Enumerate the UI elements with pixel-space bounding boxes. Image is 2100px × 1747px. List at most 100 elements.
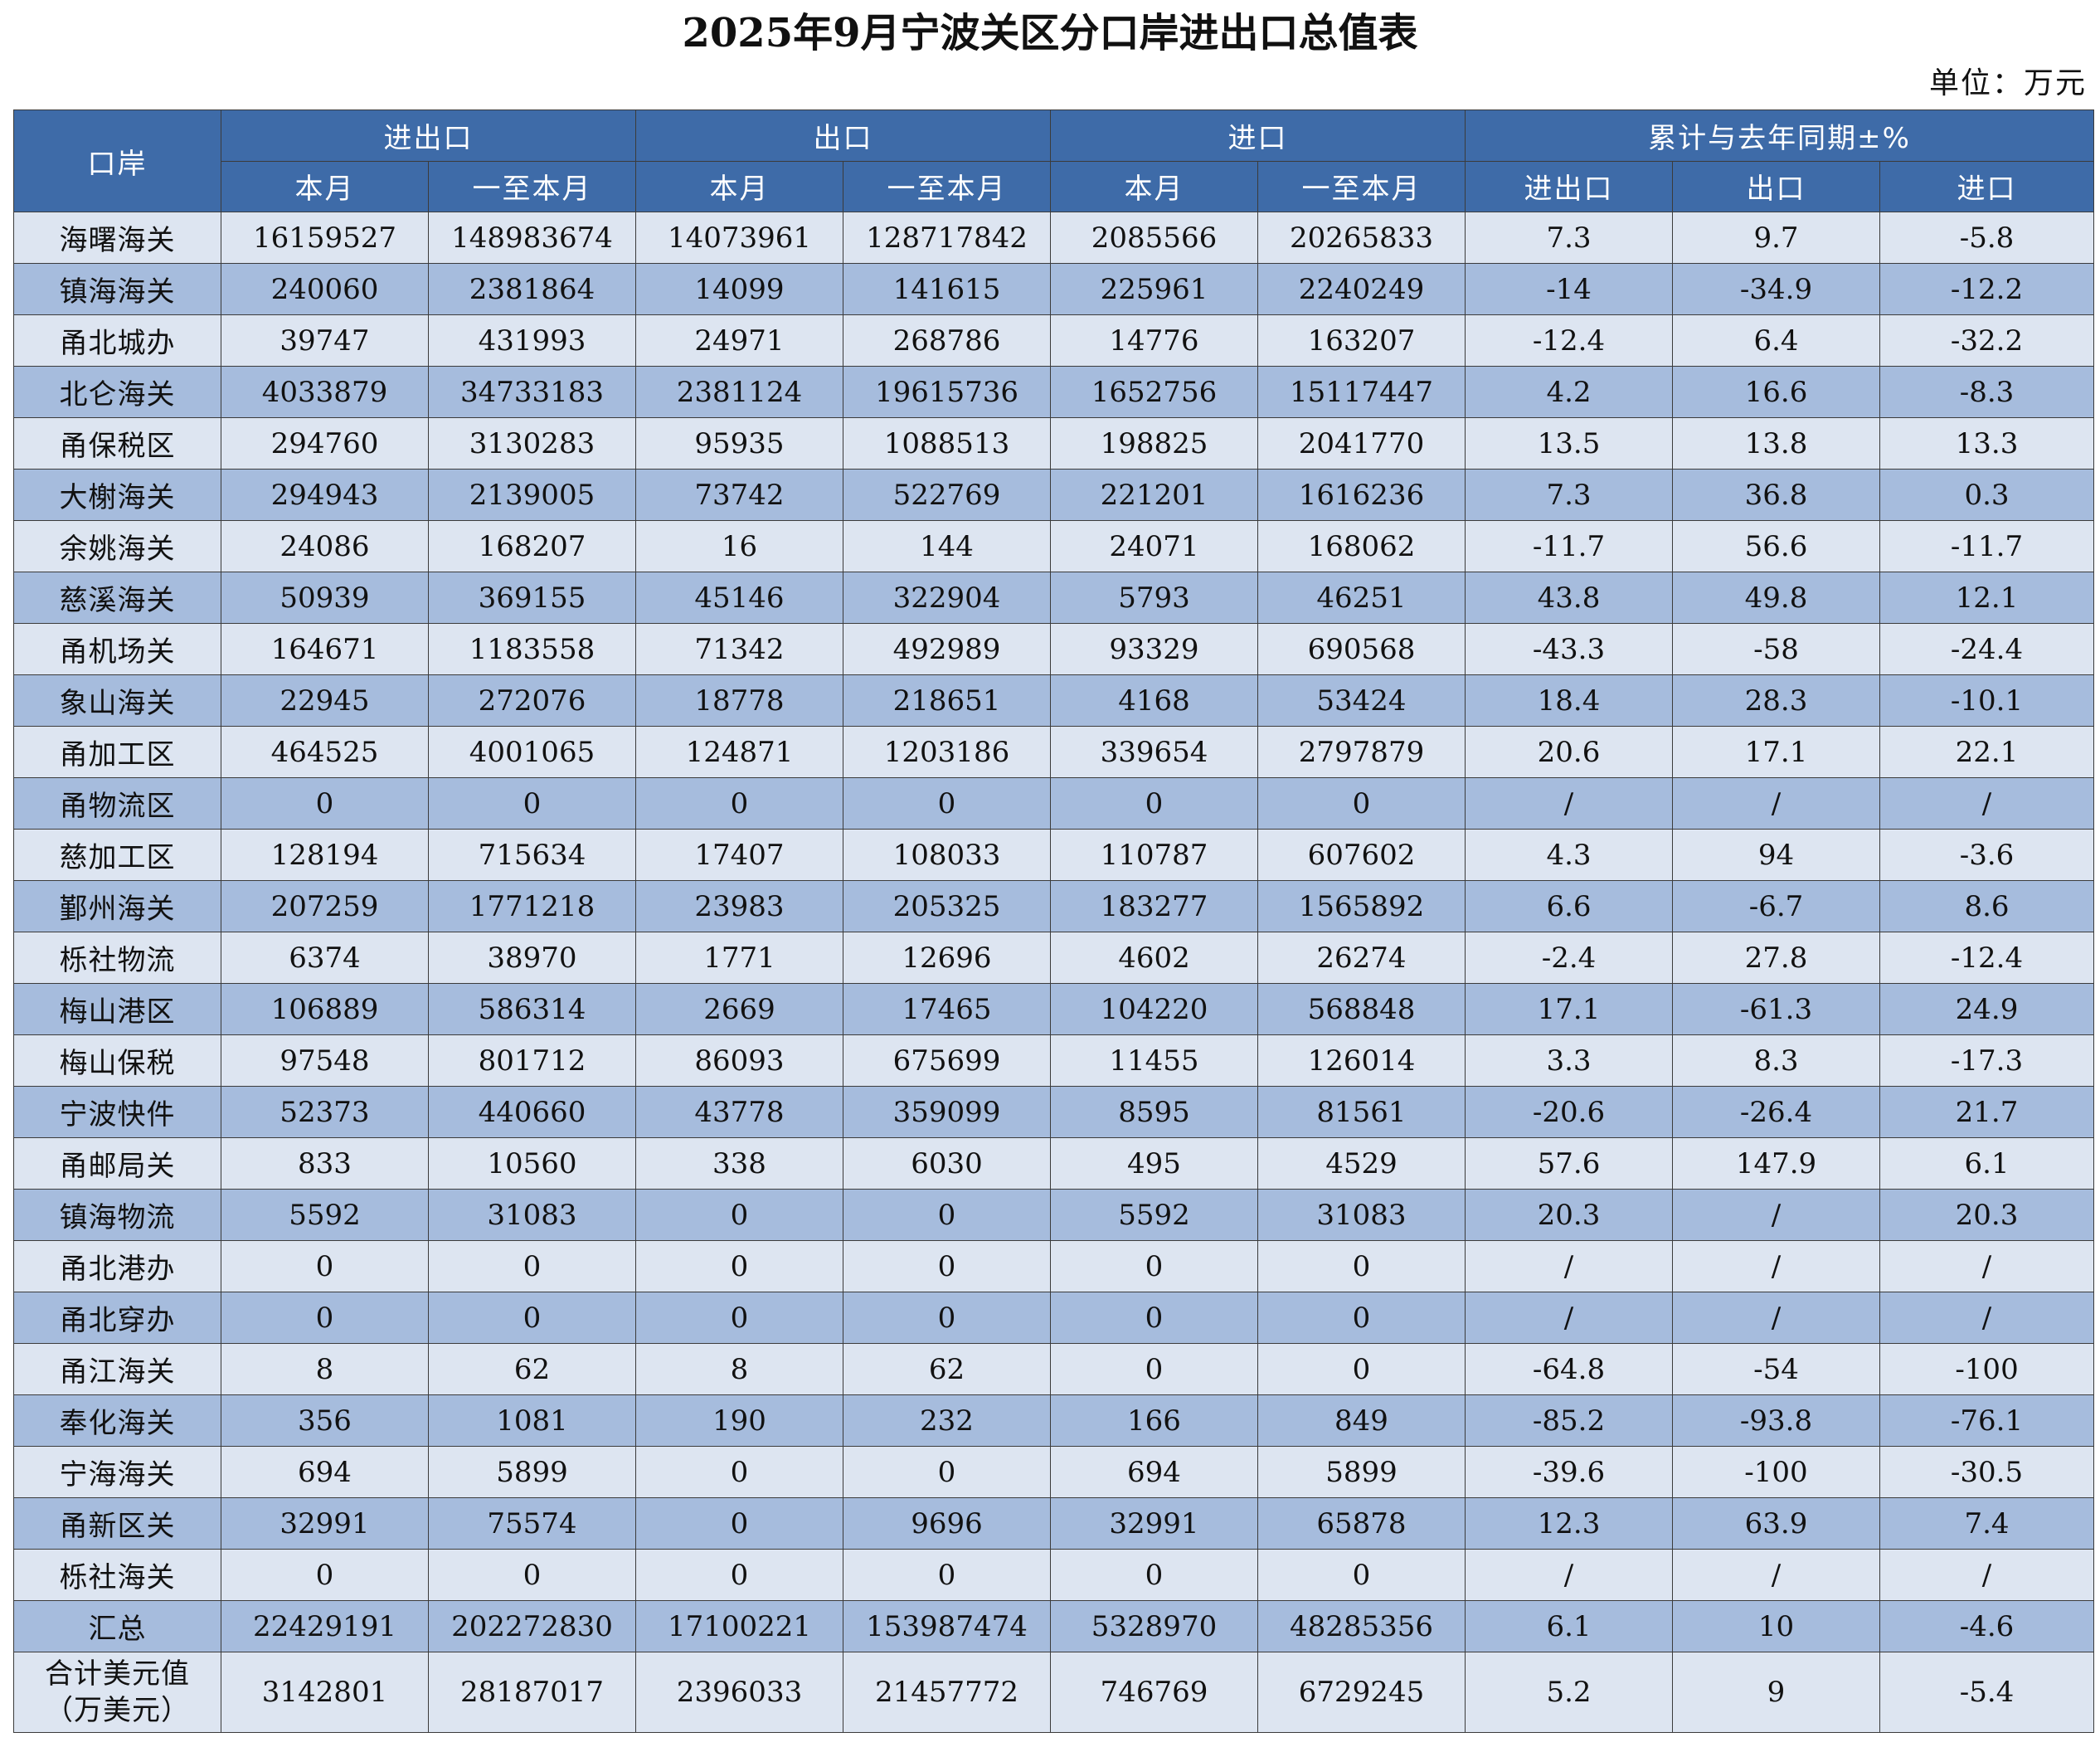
table-row: 北仑海关 4033879 34733183 2381124 19615736 165275… [13,366,2095,418]
cell-yoy-trade: / [1465,1549,1673,1601]
usd-cell-yoy-trade: 5.2 [1465,1652,1673,1733]
total-cell-trade-ytd: 202272830 [428,1600,636,1652]
unit-label: 单位：万元 [1928,66,2087,100]
cell-yoy-import: -76.1 [1879,1394,2095,1447]
cell-import-month: 166 [1050,1394,1258,1447]
table-row: 甬江海关 8 62 8 62 0 0 -64.8 -54 -100 [13,1343,2095,1395]
cell-port-name: 栎社海关 [13,1549,221,1601]
table-row: 镇海物流 5592 31083 0 0 5592 31083 20.3/20.3 [13,1189,2095,1241]
cell-import-ytd: 2041770 [1257,417,1466,470]
cell-import-ytd: 607602 [1257,829,1466,881]
table-row: 栎社海关 0 0 0 0 0 0// / [13,1549,2095,1601]
table-row: 余姚海关 24086 168207 16 144 24071 168062 -11.7 56.6… [13,520,2095,572]
cell-import-ytd: 31083 [1257,1189,1466,1241]
cell-yoy-export: / [1672,1189,1880,1241]
table-row: 慈加工区 128194 715634 17407 108033 110787 607602 4… [13,829,2095,881]
cell-export-month: 17407 [635,829,843,881]
cell-export-month: 71342 [635,623,843,675]
cell-trade-month: 6374 [221,932,429,984]
cell-export-month: 2381124 [635,366,843,418]
cell-export-ytd: 0 [843,1446,1051,1498]
cell-export-ytd: 0 [843,1189,1051,1241]
table-row: 大榭海关 294943 2139005 73742 522769 221201 161623… [13,469,2095,521]
cell-import-ytd: 0 [1257,777,1466,830]
cell-port-name: 镇海物流 [13,1189,221,1241]
cell-port-name: 余姚海关 [13,520,221,572]
table-row: 象山海关 22945 272076 18778 218651 4168 53424 18.4 2… [13,674,2095,727]
cell-yoy-export: 147.9 [1672,1137,1880,1190]
cell-trade-month: 106889 [221,983,429,1035]
cell-trade-ytd: 431993 [428,314,636,367]
cell-trade-month: 5592 [221,1189,429,1241]
cell-trade-month: 207259 [221,880,429,932]
cell-port-name: 宁海海关 [13,1446,221,1498]
total-cell-port-name: 汇总 [13,1600,221,1652]
total-cell-export-ytd: 153987474 [843,1600,1051,1652]
cell-yoy-trade: -85.2 [1465,1394,1673,1447]
usd-cell-yoy-export: 9 [1672,1652,1880,1733]
cell-export-ytd: 141615 [843,263,1051,315]
cell-export-month: 18778 [635,674,843,727]
cell-import-month: 93329 [1050,623,1258,675]
cell-trade-month: 356 [221,1394,429,1447]
cell-import-ytd: 0 [1257,1343,1466,1395]
cell-yoy-import: 8.6 [1879,880,2095,932]
cell-trade-ytd: 369155 [428,572,636,624]
cell-yoy-trade: 12.3 [1465,1497,1673,1550]
cell-yoy-export: -61.3 [1672,983,1880,1035]
cell-yoy-export: -6.7 [1672,880,1880,932]
cell-import-month: 339654 [1050,726,1258,778]
usd-label-line2: （万美元） [45,1694,190,1727]
cell-export-month: 14073961 [635,212,843,264]
cell-trade-ytd: 1771218 [428,880,636,932]
cell-import-ytd: 15117447 [1257,366,1466,418]
cell-trade-ytd: 2139005 [428,469,636,521]
cell-yoy-trade: 43.8 [1465,572,1673,624]
cell-export-ytd: 1203186 [843,726,1051,778]
cell-yoy-export: 49.8 [1672,572,1880,624]
cell-import-month: 225961 [1050,263,1258,315]
cell-trade-ytd: 4001065 [428,726,636,778]
cell-import-month: 4602 [1050,932,1258,984]
cell-yoy-trade: 18.4 [1465,674,1673,727]
cell-yoy-export: -58 [1672,623,1880,675]
table-row: 甬邮局关 833 10560 338 6030 495 4529 57.6 147.9 6.1 [13,1137,2095,1190]
cell-export-ytd: 1088513 [843,417,1051,470]
table-row: 奉化海关 356 1081 190 232 166 849 -85.2 -93.8 -76.1 [13,1394,2095,1447]
header-sub-trade-month: 本月 [221,160,429,212]
header-sub-yoy-import: 进口 [1879,160,2095,212]
cell-trade-ytd: 0 [428,1549,636,1601]
cell-port-name: 慈加工区 [13,829,221,881]
cell-yoy-export: 16.6 [1672,366,1880,418]
cell-import-ytd: 4529 [1257,1137,1466,1190]
table-row: 梅山保税 97548 801712 86093 675699 11455 126014 3.3… [13,1034,2095,1087]
cell-import-ytd: 81561 [1257,1086,1466,1138]
cell-trade-month: 128194 [221,829,429,881]
cell-import-month: 198825 [1050,417,1258,470]
table-row: 甬机场关 164671 1183558 71342 492989 93329 690568-… [13,623,2095,675]
table-row: 甬物流区 0 0 0 0 0 0// / [13,777,2095,830]
table-row: 甬保税区 294760 3130283 95935 1088513 198825 20417… [13,417,2095,470]
cell-import-ytd: 126014 [1257,1034,1466,1087]
cell-import-month: 0 [1050,1240,1258,1292]
cell-import-ytd: 65878 [1257,1497,1466,1550]
cell-import-ytd: 568848 [1257,983,1466,1035]
cell-yoy-trade: / [1465,777,1673,830]
total-row: 汇总 22429191 202272830 17100221 153987474 5328… [13,1600,2095,1652]
cell-export-ytd: 218651 [843,674,1051,727]
cell-import-ytd: 1565892 [1257,880,1466,932]
cell-yoy-export: 17.1 [1672,726,1880,778]
cell-port-name: 甬新区关 [13,1497,221,1550]
cell-yoy-trade: / [1465,1292,1673,1344]
cell-trade-month: 4033879 [221,366,429,418]
cell-import-ytd: 2240249 [1257,263,1466,315]
usd-cell-yoy-import: -5.4 [1879,1652,2095,1733]
cell-export-month: 23983 [635,880,843,932]
cell-export-ytd: 12696 [843,932,1051,984]
header-sub-yoy-trade: 进出口 [1465,160,1673,212]
cell-yoy-trade: 4.3 [1465,829,1673,881]
page-title: 2025年9月宁波关区分口岸进出口总值表 [682,10,1418,56]
cell-port-name: 梅山港区 [13,983,221,1035]
cell-export-month: 0 [635,777,843,830]
table-row: 甬北港办 0 0 0 0 0 0// / [13,1240,2095,1292]
